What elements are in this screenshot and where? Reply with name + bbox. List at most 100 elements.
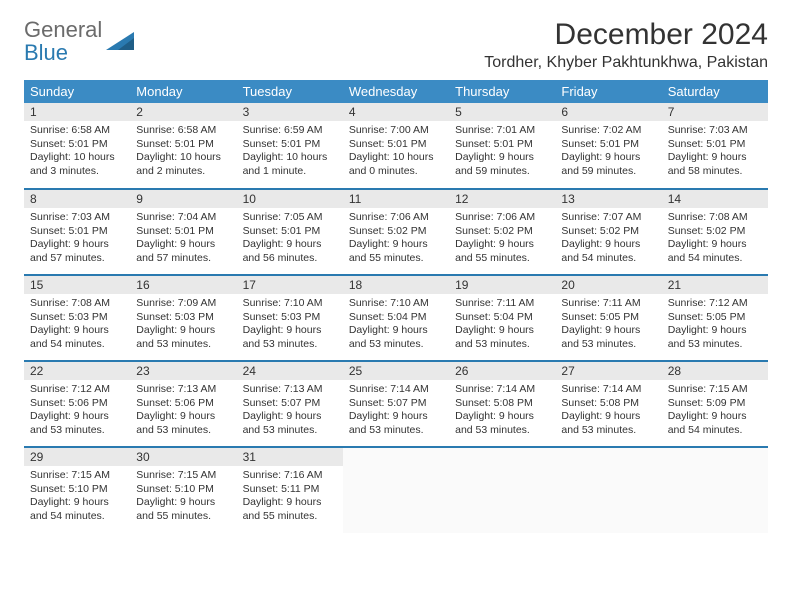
- day-number: 24: [237, 362, 343, 380]
- day-number: 6: [555, 103, 661, 121]
- sunset-text: Sunset: 5:05 PM: [668, 311, 762, 325]
- day-details: Sunrise: 7:12 AMSunset: 5:05 PMDaylight:…: [662, 294, 768, 358]
- header: General Blue December 2024 Tordher, Khyb…: [24, 18, 768, 72]
- calendar-day-cell: 17Sunrise: 7:10 AMSunset: 5:03 PMDayligh…: [237, 275, 343, 361]
- day-number: 28: [662, 362, 768, 380]
- day-number: 8: [24, 190, 130, 208]
- day-details: Sunrise: 7:15 AMSunset: 5:10 PMDaylight:…: [130, 466, 236, 530]
- page-title: December 2024: [484, 18, 768, 52]
- day-details: Sunrise: 7:03 AMSunset: 5:01 PMDaylight:…: [662, 121, 768, 185]
- day-number: 10: [237, 190, 343, 208]
- brand-logo: General Blue: [24, 18, 134, 64]
- sunrise-text: Sunrise: 7:08 AM: [30, 297, 124, 311]
- daylight-text: Daylight: 9 hours and 55 minutes.: [455, 238, 549, 265]
- daylight-text: Daylight: 10 hours and 0 minutes.: [349, 151, 443, 178]
- sunrise-text: Sunrise: 7:16 AM: [243, 469, 337, 483]
- sunset-text: Sunset: 5:06 PM: [136, 397, 230, 411]
- calendar-day-cell: [343, 447, 449, 533]
- sunset-text: Sunset: 5:06 PM: [30, 397, 124, 411]
- day-details: Sunrise: 7:08 AMSunset: 5:02 PMDaylight:…: [662, 208, 768, 272]
- sunset-text: Sunset: 5:04 PM: [349, 311, 443, 325]
- day-details: Sunrise: 7:02 AMSunset: 5:01 PMDaylight:…: [555, 121, 661, 185]
- brand-line2: Blue: [24, 40, 68, 65]
- day-details: Sunrise: 7:07 AMSunset: 5:02 PMDaylight:…: [555, 208, 661, 272]
- sunset-text: Sunset: 5:03 PM: [30, 311, 124, 325]
- sunrise-text: Sunrise: 7:13 AM: [243, 383, 337, 397]
- calendar-day-cell: 3Sunrise: 6:59 AMSunset: 5:01 PMDaylight…: [237, 103, 343, 189]
- day-details: Sunrise: 7:11 AMSunset: 5:05 PMDaylight:…: [555, 294, 661, 358]
- sunset-text: Sunset: 5:01 PM: [455, 138, 549, 152]
- day-number: 17: [237, 276, 343, 294]
- calendar-day-cell: 7Sunrise: 7:03 AMSunset: 5:01 PMDaylight…: [662, 103, 768, 189]
- sunset-text: Sunset: 5:01 PM: [561, 138, 655, 152]
- sunset-text: Sunset: 5:09 PM: [668, 397, 762, 411]
- sunrise-text: Sunrise: 7:10 AM: [349, 297, 443, 311]
- sunrise-text: Sunrise: 7:14 AM: [561, 383, 655, 397]
- day-details: Sunrise: 7:11 AMSunset: 5:04 PMDaylight:…: [449, 294, 555, 358]
- calendar-day-cell: 15Sunrise: 7:08 AMSunset: 5:03 PMDayligh…: [24, 275, 130, 361]
- day-number: 11: [343, 190, 449, 208]
- calendar-day-cell: [449, 447, 555, 533]
- daylight-text: Daylight: 9 hours and 53 minutes.: [243, 410, 337, 437]
- sunrise-text: Sunrise: 7:08 AM: [668, 211, 762, 225]
- sunrise-text: Sunrise: 7:10 AM: [243, 297, 337, 311]
- sunrise-text: Sunrise: 7:15 AM: [136, 469, 230, 483]
- calendar-day-cell: 24Sunrise: 7:13 AMSunset: 5:07 PMDayligh…: [237, 361, 343, 447]
- sunrise-text: Sunrise: 7:03 AM: [668, 124, 762, 138]
- sunrise-text: Sunrise: 6:58 AM: [30, 124, 124, 138]
- daylight-text: Daylight: 9 hours and 54 minutes.: [668, 410, 762, 437]
- daylight-text: Daylight: 9 hours and 55 minutes.: [349, 238, 443, 265]
- daylight-text: Daylight: 9 hours and 53 minutes.: [349, 324, 443, 351]
- sunrise-text: Sunrise: 7:11 AM: [455, 297, 549, 311]
- calendar-day-cell: 5Sunrise: 7:01 AMSunset: 5:01 PMDaylight…: [449, 103, 555, 189]
- day-number: 1: [24, 103, 130, 121]
- sunset-text: Sunset: 5:05 PM: [561, 311, 655, 325]
- calendar-day-cell: 1Sunrise: 6:58 AMSunset: 5:01 PMDaylight…: [24, 103, 130, 189]
- day-number: 14: [662, 190, 768, 208]
- daylight-text: Daylight: 9 hours and 53 minutes.: [561, 324, 655, 351]
- sunrise-text: Sunrise: 7:01 AM: [455, 124, 549, 138]
- daylight-text: Daylight: 9 hours and 55 minutes.: [136, 496, 230, 523]
- daylight-text: Daylight: 9 hours and 54 minutes.: [30, 324, 124, 351]
- daylight-text: Daylight: 9 hours and 53 minutes.: [668, 324, 762, 351]
- day-details: Sunrise: 7:00 AMSunset: 5:01 PMDaylight:…: [343, 121, 449, 185]
- day-number: 4: [343, 103, 449, 121]
- sunset-text: Sunset: 5:02 PM: [668, 225, 762, 239]
- sunset-text: Sunset: 5:04 PM: [455, 311, 549, 325]
- day-number: 19: [449, 276, 555, 294]
- day-details: Sunrise: 7:05 AMSunset: 5:01 PMDaylight:…: [237, 208, 343, 272]
- sunset-text: Sunset: 5:02 PM: [455, 225, 549, 239]
- daylight-text: Daylight: 9 hours and 59 minutes.: [455, 151, 549, 178]
- day-number: 26: [449, 362, 555, 380]
- sunrise-text: Sunrise: 7:11 AM: [561, 297, 655, 311]
- sunset-text: Sunset: 5:07 PM: [349, 397, 443, 411]
- calendar-day-cell: 20Sunrise: 7:11 AMSunset: 5:05 PMDayligh…: [555, 275, 661, 361]
- sunset-text: Sunset: 5:01 PM: [349, 138, 443, 152]
- daylight-text: Daylight: 9 hours and 53 minutes.: [136, 324, 230, 351]
- sunrise-text: Sunrise: 7:12 AM: [668, 297, 762, 311]
- calendar-day-cell: 27Sunrise: 7:14 AMSunset: 5:08 PMDayligh…: [555, 361, 661, 447]
- location-text: Tordher, Khyber Pakhtunkhwa, Pakistan: [484, 54, 768, 72]
- sunset-text: Sunset: 5:08 PM: [455, 397, 549, 411]
- day-details: Sunrise: 7:10 AMSunset: 5:04 PMDaylight:…: [343, 294, 449, 358]
- day-number: 9: [130, 190, 236, 208]
- sunset-text: Sunset: 5:01 PM: [136, 138, 230, 152]
- calendar-day-cell: [662, 447, 768, 533]
- calendar-day-cell: 23Sunrise: 7:13 AMSunset: 5:06 PMDayligh…: [130, 361, 236, 447]
- calendar-day-cell: 6Sunrise: 7:02 AMSunset: 5:01 PMDaylight…: [555, 103, 661, 189]
- day-details: Sunrise: 7:13 AMSunset: 5:07 PMDaylight:…: [237, 380, 343, 444]
- calendar-day-cell: 25Sunrise: 7:14 AMSunset: 5:07 PMDayligh…: [343, 361, 449, 447]
- calendar-day-cell: 22Sunrise: 7:12 AMSunset: 5:06 PMDayligh…: [24, 361, 130, 447]
- calendar-day-cell: 10Sunrise: 7:05 AMSunset: 5:01 PMDayligh…: [237, 189, 343, 275]
- calendar-day-cell: 14Sunrise: 7:08 AMSunset: 5:02 PMDayligh…: [662, 189, 768, 275]
- sunrise-text: Sunrise: 7:14 AM: [455, 383, 549, 397]
- day-details: Sunrise: 6:58 AMSunset: 5:01 PMDaylight:…: [130, 121, 236, 185]
- day-header: Friday: [555, 80, 661, 103]
- day-number: 18: [343, 276, 449, 294]
- day-header: Monday: [130, 80, 236, 103]
- day-number: 2: [130, 103, 236, 121]
- calendar-day-cell: 21Sunrise: 7:12 AMSunset: 5:05 PMDayligh…: [662, 275, 768, 361]
- daylight-text: Daylight: 9 hours and 54 minutes.: [561, 238, 655, 265]
- sunset-text: Sunset: 5:01 PM: [30, 138, 124, 152]
- daylight-text: Daylight: 9 hours and 53 minutes.: [243, 324, 337, 351]
